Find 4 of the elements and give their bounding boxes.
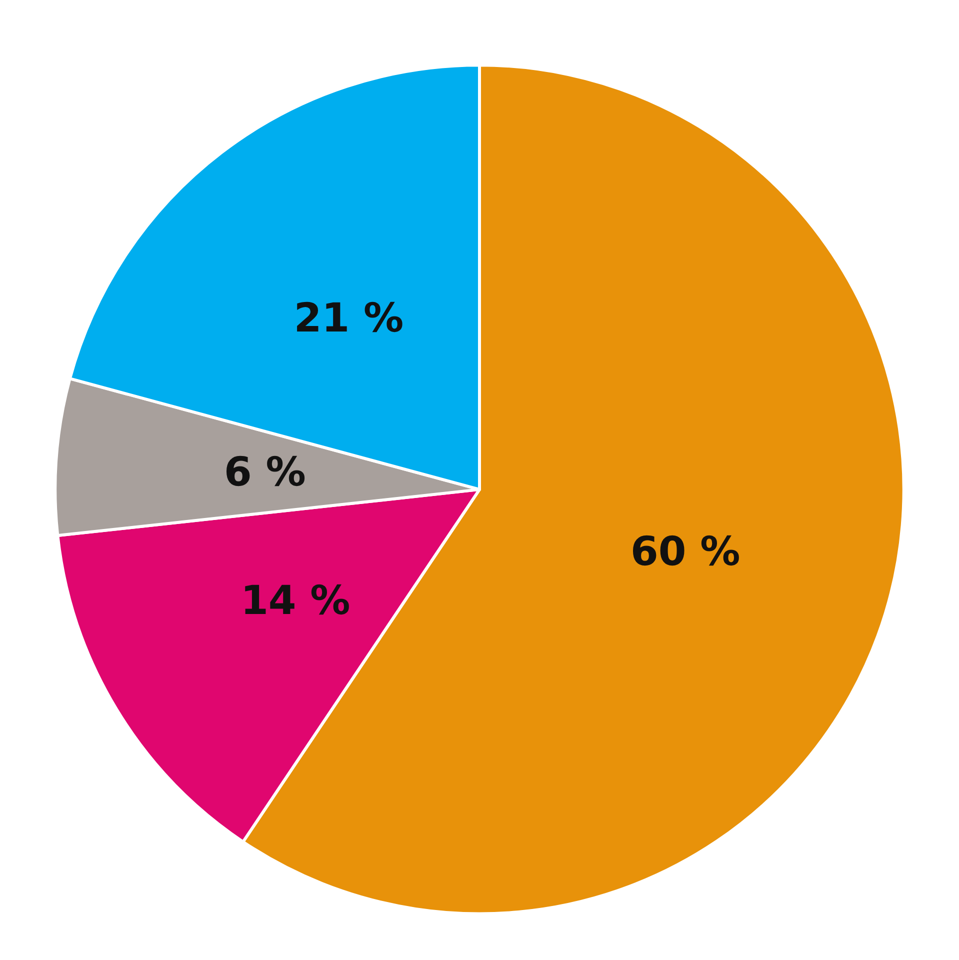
data-label: 21 % xyxy=(294,296,404,342)
data-label: 60 % xyxy=(630,529,740,576)
data-label: 14 % xyxy=(240,578,350,624)
data-label: 6 % xyxy=(224,450,306,496)
